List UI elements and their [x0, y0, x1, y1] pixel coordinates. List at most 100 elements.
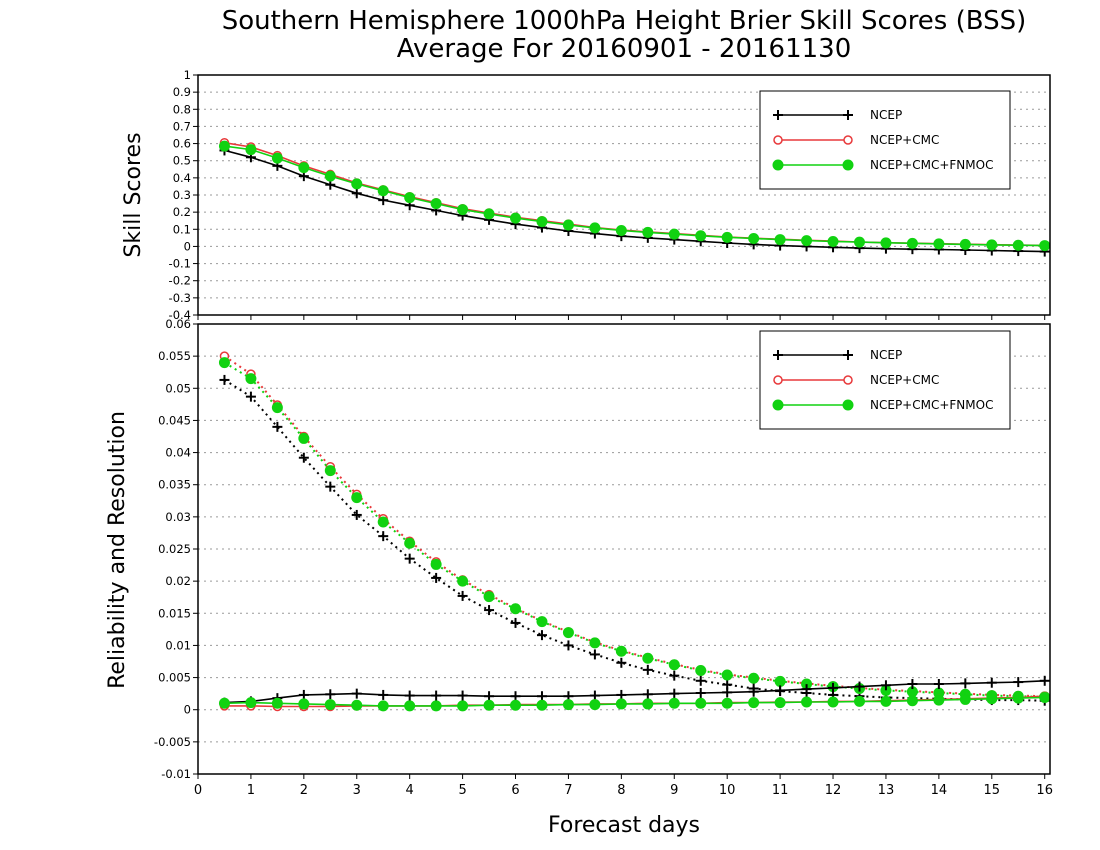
top-point-ncep_cmc_fnmoc: [298, 162, 310, 174]
bottom-point-ncep-reliability: [801, 684, 812, 695]
top-y-axis-label: Skill Scores: [121, 132, 146, 257]
bottom-point-ncep_cmc_fnmoc-resolution: [271, 402, 283, 414]
bottom-y-tick-label: 0.05: [165, 381, 191, 395]
bottom-point-ncep_cmc_fnmoc-resolution: [377, 516, 389, 528]
bottom-x-tick-label: 11: [772, 783, 789, 798]
bottom-point-ncep_cmc_fnmoc-reliability: [721, 697, 733, 709]
top-point-ncep_cmc_fnmoc: [562, 219, 574, 231]
skill-scores-panel: 1 0.9 0.8 0.7 0.6 0.5 0.4 0.3 0.2 0.1 0 -0.1 -0.2 -0.…: [169, 68, 1051, 322]
top-point-ncep_cmc_fnmoc: [615, 224, 627, 236]
bottom-point-ncep-resolution: [642, 664, 653, 675]
bottom-x-tick-label: 15: [984, 783, 1001, 798]
top-point-ncep_cmc_fnmoc: [1039, 240, 1051, 252]
bottom-point-ncep_cmc_fnmoc-reliability: [906, 695, 918, 707]
bottom-point-ncep_cmc_fnmoc-reliability: [801, 696, 813, 708]
bottom-point-ncep-resolution: [563, 640, 574, 651]
bottom-point-ncep_cmc_fnmoc-reliability: [668, 697, 680, 709]
bottom-series: [218, 351, 1051, 712]
top-y-tick-label: 1: [184, 68, 191, 82]
bottom-point-ncep_cmc_fnmoc-resolution: [615, 645, 627, 657]
bottom-y-tick-label: 0.02: [165, 574, 191, 588]
top-legend-marker-ncep_cmc: [843, 135, 853, 145]
bottom-point-ncep_cmc_fnmoc-resolution: [404, 537, 416, 549]
bottom-point-ncep-reliability: [325, 689, 336, 700]
bottom-point-ncep-reliability: [669, 688, 680, 699]
bottom-x-tick-label: 12: [825, 783, 842, 798]
bottom-legend-marker-ncep: [773, 350, 783, 360]
bottom-point-ncep-reliability: [695, 688, 706, 698]
top-point-ncep: [378, 195, 389, 206]
bottom-x-tick-label: 0: [194, 783, 202, 798]
bottom-point-ncep_cmc_fnmoc-reliability: [298, 698, 310, 710]
bottom-point-ncep_cmc_fnmoc-resolution: [748, 672, 760, 684]
top-plot-frame: [197, 74, 1051, 316]
bottom-x-ticks: 0 1 2 3 4 5 6 7 8 9 10 11 12 13 14 15 16: [194, 774, 1053, 798]
bottom-point-ncep-reliability: [880, 680, 891, 691]
bottom-point-ncep_cmc_fnmoc-resolution: [457, 575, 469, 587]
bottom-point-ncep_cmc_fnmoc-resolution: [642, 652, 654, 664]
bottom-point-ncep-reliability: [484, 691, 495, 702]
top-y-ticks: 1 0.9 0.8 0.7 0.6 0.5 0.4 0.3 0.2 0.1 0 -0.1 -0.2 -0.…: [169, 68, 198, 322]
top-legend-label-ncep: NCEP: [870, 108, 902, 122]
top-point-ncep_cmc_fnmoc: [218, 140, 230, 152]
bottom-point-ncep_cmc_fnmoc-reliability: [774, 697, 786, 709]
bottom-legend-label-ncep_cmc_fnmoc: NCEP+CMC+FNMOC: [870, 398, 993, 412]
bottom-point-ncep-reliability: [1013, 677, 1024, 688]
bottom-point-ncep-resolution: [431, 572, 442, 583]
bottom-y-tick-label: -0.01: [161, 767, 191, 781]
bottom-point-ncep_cmc_fnmoc-reliability: [457, 700, 469, 712]
bottom-y-tick-label: 0.025: [158, 542, 191, 556]
bottom-point-ncep-reliability: [854, 681, 865, 692]
bottom-point-ncep_cmc_fnmoc-reliability: [642, 698, 654, 710]
bottom-y-tick-label: 0: [184, 703, 191, 717]
top-point-ncep_cmc_fnmoc: [906, 237, 918, 249]
bottom-point-ncep_cmc_fnmoc-reliability: [853, 695, 865, 707]
bottom-point-ncep-resolution: [351, 509, 362, 520]
top-y-tick-label: 0.7: [173, 119, 191, 133]
bottom-x-tick-label: 7: [564, 783, 572, 798]
bottom-y-tick-label: 0.06: [165, 317, 191, 331]
top-point-ncep_cmc_fnmoc: [324, 170, 336, 182]
top-point-ncep_cmc_fnmoc: [589, 222, 601, 234]
bottom-y-tick-label: 0.04: [165, 446, 191, 460]
bottom-point-ncep-resolution: [616, 657, 627, 668]
bottom-legend-marker-ncep_cmc_fnmoc: [842, 399, 854, 411]
top-x-ticks: [197, 315, 1046, 320]
top-y-tick-label: -0.2: [169, 274, 191, 288]
bottom-point-ncep_cmc_fnmoc-resolution: [324, 465, 336, 477]
bottom-point-ncep_cmc_fnmoc-reliability: [271, 697, 283, 709]
bottom-x-tick-label: 3: [353, 783, 361, 798]
top-legend-marker-ncep_cmc_fnmoc: [772, 159, 784, 171]
top-point-ncep_cmc_fnmoc: [827, 235, 839, 247]
bottom-point-ncep_cmc_fnmoc-reliability: [959, 693, 971, 705]
bottom-point-ncep_cmc_fnmoc-resolution: [510, 603, 522, 615]
bottom-point-ncep-resolution: [404, 553, 415, 564]
bottom-y-tick-label: 0.045: [158, 413, 191, 427]
bottom-point-ncep_cmc_fnmoc-reliability: [880, 695, 892, 707]
top-point-ncep_cmc_fnmoc: [880, 237, 892, 249]
top-series: [218, 137, 1051, 257]
top-point-ncep_cmc_fnmoc: [351, 178, 363, 190]
bottom-plot-frame: [197, 323, 1051, 775]
bottom-point-ncep_cmc_fnmoc-reliability: [245, 697, 257, 709]
bottom-point-ncep-reliability: [1039, 675, 1050, 686]
figure-subtitle: Average For 20160901 - 20161130: [397, 34, 852, 64]
top-point-ncep_cmc_fnmoc: [245, 144, 257, 156]
top-y-tick-label: 0.2: [173, 205, 191, 219]
bottom-x-tick-label: 2: [300, 783, 308, 798]
bottom-point-ncep-resolution: [536, 630, 547, 641]
bottom-point-ncep_cmc_fnmoc-reliability: [351, 699, 363, 711]
bottom-legend-label-ncep_cmc: NCEP+CMC: [870, 373, 939, 387]
figure-title: Southern Hemisphere 1000hPa Height Brier…: [222, 6, 1027, 36]
top-point-ncep_cmc_fnmoc: [377, 185, 389, 197]
bottom-point-ncep_cmc_fnmoc-reliability: [430, 700, 442, 712]
bottom-point-ncep-reliability: [986, 677, 997, 688]
bottom-point-ncep_cmc_fnmoc-reliability: [615, 698, 627, 710]
bottom-point-ncep_cmc_fnmoc-resolution: [721, 669, 733, 681]
bottom-legend: NCEP NCEP+CMC NCEP+CMC+FNMOC: [759, 330, 1011, 430]
bottom-point-ncep_cmc_fnmoc-resolution: [245, 373, 257, 385]
bottom-point-ncep-reliability: [378, 689, 389, 700]
top-point-ncep_cmc_fnmoc: [774, 234, 786, 246]
reliability-resolution-panel: 0.060.0550.050.0450.040.0350.030.0250.02…: [154, 317, 1053, 798]
